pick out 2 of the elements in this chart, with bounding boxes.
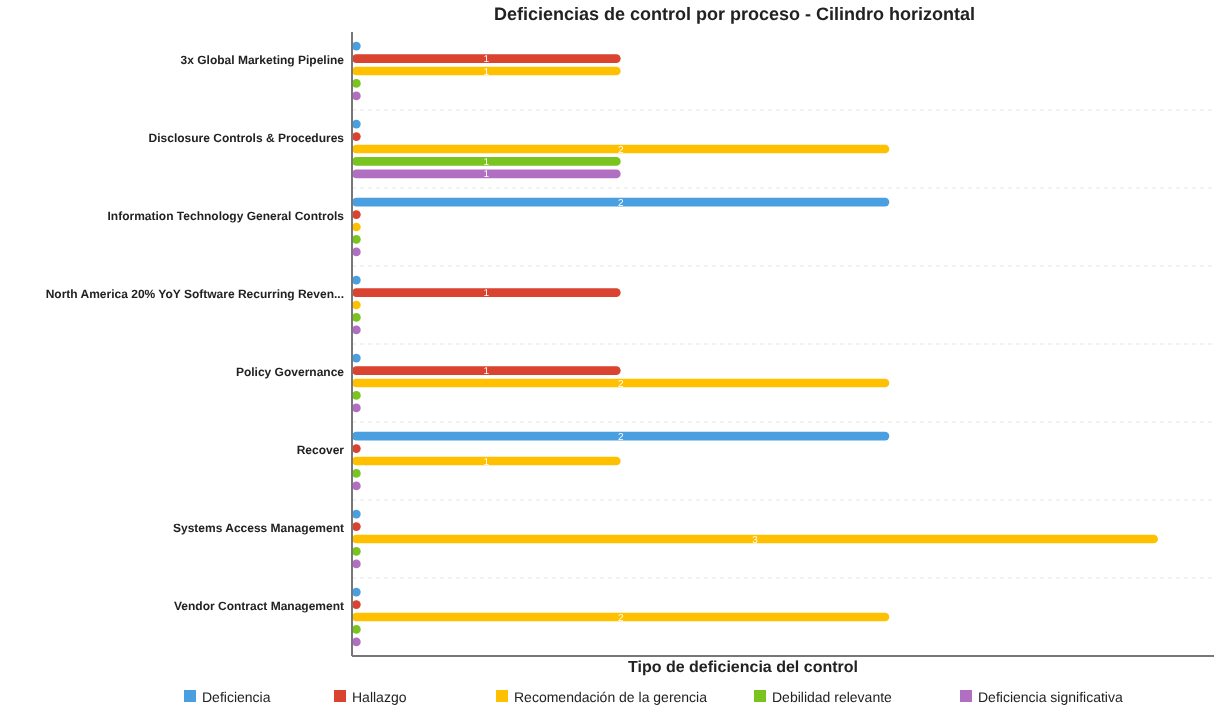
x-axis-title: Tipo de deficiencia del control — [628, 658, 858, 676]
chart-title: Deficiencias de control por proceso - Cilindro horizontal — [494, 4, 976, 24]
